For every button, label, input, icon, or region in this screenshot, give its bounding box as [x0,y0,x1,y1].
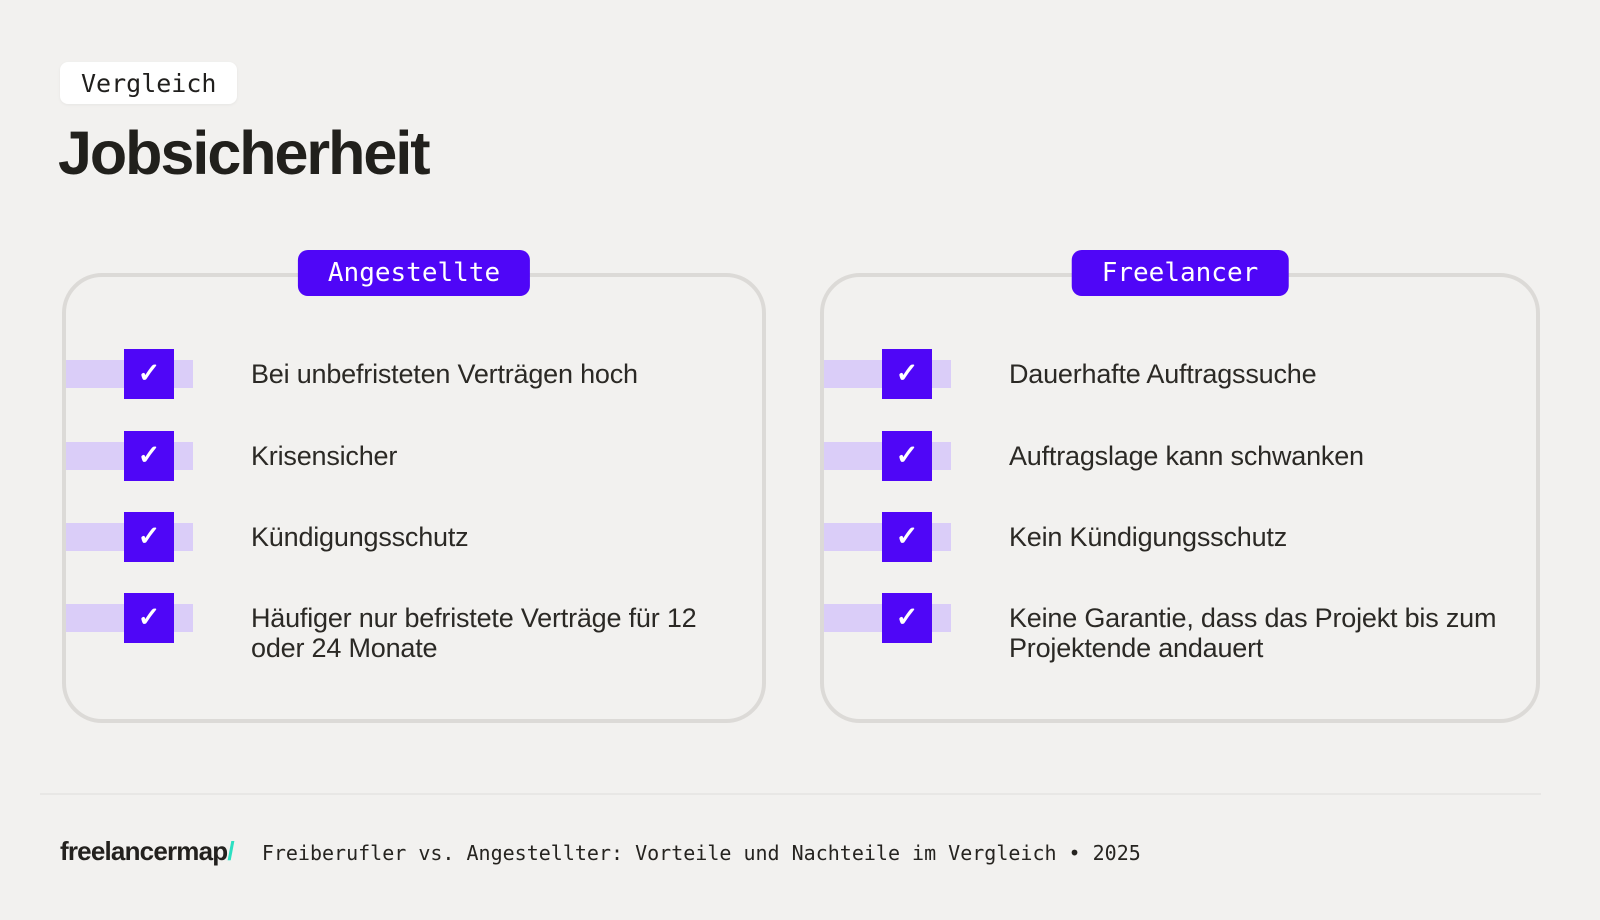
badge-angestellte-label: Angestellte [327,258,501,288]
list-item-text: Krisensicher [251,441,398,471]
card-angestellte: Angestellte ✓ Bei unbefristeten Verträge… [62,250,766,723]
checkbox-icon: ✓ [124,431,174,481]
list-item: ✓ Kein Kündigungsschutz [824,512,1536,562]
freelancer-list: ✓ Dauerhafte Auftragssuche ✓ Auftragslag… [824,277,1536,719]
badge-freelancer: Freelancer [1071,250,1289,296]
list-item: ✓ Kündigungsschutz [66,512,762,562]
list-item-text: Häufiger nur befristete Verträge für 12 … [251,603,697,663]
list-item-text: Kein Kündigungsschutz [1009,522,1287,552]
checkbox-icon: ✓ [882,349,932,399]
check-icon: ✓ [137,439,161,470]
angestellte-list: ✓ Bei unbefristeten Verträgen hoch ✓ Kri… [66,277,762,719]
check-icon: ✓ [895,357,919,388]
logo-wordmark: freelancermap [60,836,228,866]
checkbox-icon: ✓ [124,593,174,643]
footer-divider [40,793,1541,795]
list-item: ✓ Häufiger nur befristete Verträge für 1… [66,593,762,663]
footer-caption: Freiberufler vs. Angestellter: Vorteile … [261,841,1141,865]
checkbox-icon: ✓ [882,431,932,481]
check-icon: ✓ [895,520,919,551]
page-title: Jobsicherheit [58,119,431,187]
list-item: ✓ Auftragslage kann schwanken [824,431,1536,481]
checkbox-icon: ✓ [124,512,174,562]
badge-angestellte: Angestellte [297,250,531,296]
checkbox-icon: ✓ [124,349,174,399]
list-item: ✓ Dauerhafte Auftragssuche [824,349,1536,399]
freelancermap-logo: freelancermap/ [60,836,235,867]
checkbox-icon: ✓ [882,512,932,562]
category-tag-label: Vergleich [81,68,217,98]
list-item-text: Kündigungsschutz [251,522,469,552]
list-item-text: Auftragslage kann schwanken [1009,441,1364,471]
check-icon: ✓ [137,520,161,551]
logo-slash: / [227,836,234,866]
check-icon: ✓ [137,357,161,388]
card-freelancer: Freelancer ✓ Dauerhafte Auftragssuche ✓ … [820,250,1540,723]
list-item: ✓ Krisensicher [66,431,762,481]
check-icon: ✓ [895,439,919,470]
footer: freelancermap/ Freiberufler vs. Angestel… [60,836,1141,867]
category-tag: Vergleich [60,62,238,104]
check-icon: ✓ [137,601,161,632]
badge-freelancer-label: Freelancer [1101,258,1259,288]
check-icon: ✓ [895,601,919,632]
list-item-text: Keine Garantie, dass das Projekt bis zum… [1009,603,1497,663]
list-item: ✓ Keine Garantie, dass das Projekt bis z… [824,593,1536,663]
list-item-text: Dauerhafte Auftragssuche [1009,359,1317,389]
list-item: ✓ Bei unbefristeten Verträgen hoch [66,349,762,399]
list-item-text: Bei unbefristeten Verträgen hoch [251,359,638,389]
checkbox-icon: ✓ [882,593,932,643]
